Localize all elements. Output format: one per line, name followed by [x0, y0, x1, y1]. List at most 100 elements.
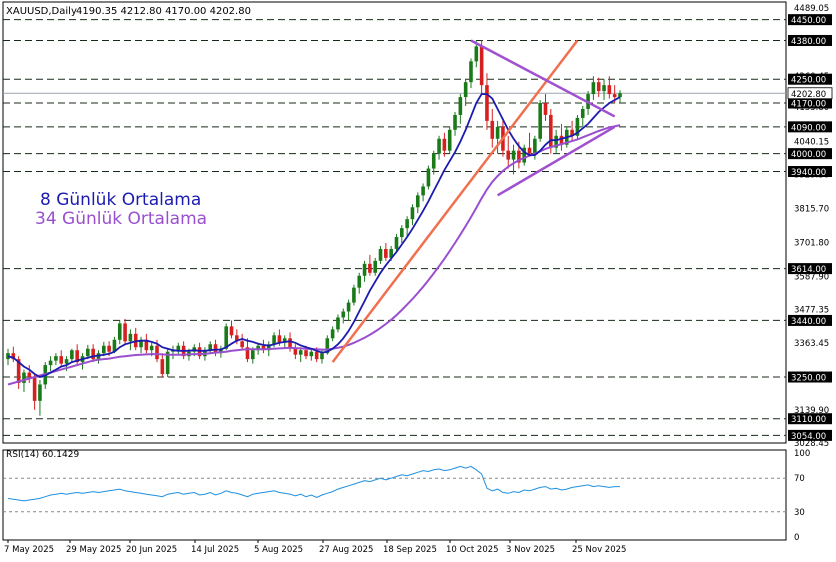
candle-body: [533, 138, 537, 154]
level-price-label: 3110.00: [791, 415, 826, 425]
level-price-tag: [788, 314, 832, 326]
trendline: [496, 125, 616, 197]
rsi-y-tick-label: 0: [794, 533, 799, 543]
rsi-line: [7, 465, 620, 502]
level-lines: [3, 19, 786, 436]
candle-body: [107, 345, 111, 352]
candle-body: [245, 347, 250, 360]
candle-body: [123, 323, 127, 342]
level-price-tag: [788, 121, 832, 133]
candle-body: [149, 345, 154, 351]
series-layer: [6, 40, 622, 416]
candle-body: [373, 260, 377, 273]
candle-body: [447, 129, 452, 151]
x-tick-label: 10 Oct 2025: [446, 545, 499, 555]
candle-body: [176, 345, 181, 351]
candle-body: [288, 338, 292, 349]
candle-body: [394, 237, 399, 249]
level-price-label: 3440.00: [791, 317, 826, 327]
x-tick-label: 27 Aug 2025: [319, 545, 373, 555]
x-tick-label: 5 Aug 2025: [254, 545, 303, 555]
candle-body: [304, 350, 308, 357]
candle-body: [293, 348, 298, 355]
candle-body: [235, 335, 239, 342]
level-price-label: 4170.00: [791, 100, 826, 110]
ma8-line: [7, 93, 621, 378]
candle-body: [320, 353, 324, 360]
rsi-panel: 100 70 30 0: [2, 449, 810, 543]
candle-body: [437, 138, 441, 154]
level-price-tag: [788, 97, 832, 109]
candle-body: [490, 120, 495, 139]
x-tick-label: 18 Sep 2025: [383, 545, 437, 555]
candle-body: [219, 348, 223, 354]
candle-body: [485, 85, 489, 121]
candle-body: [38, 384, 42, 401]
candle-body: [101, 345, 106, 354]
candle-body: [618, 93, 622, 98]
candle-body: [266, 344, 271, 351]
level-price-tag: [788, 14, 832, 26]
rsi-y-tick-label: 30: [794, 508, 805, 518]
candle-body: [208, 344, 213, 351]
candle-body: [612, 94, 617, 98]
candle-body: [591, 82, 596, 95]
candle-body: [75, 350, 79, 363]
candle-body: [431, 153, 436, 169]
candle-body: [495, 126, 500, 139]
candle-body: [400, 228, 404, 238]
candle-body: [91, 348, 95, 360]
candle-body: [155, 345, 159, 360]
candle-body: [139, 339, 143, 348]
candle-body: [27, 372, 32, 378]
candle-body: [314, 351, 319, 360]
level-price-label: 3940.00: [791, 168, 826, 178]
candle-body: [453, 114, 457, 130]
candle-body: [410, 207, 415, 220]
main-plot-frame: [2, 1, 787, 444]
trendlines-layer: [331, 39, 616, 363]
level-price-label: 4380.00: [791, 37, 826, 47]
candle-body: [144, 339, 149, 351]
level-price-label: 4000.00: [791, 150, 826, 160]
level-price-tag: [788, 263, 832, 275]
level-price-tag: [788, 371, 832, 383]
candle-body: [128, 333, 133, 342]
candle-body: [346, 302, 351, 312]
trendline: [331, 39, 579, 363]
candle-body: [309, 351, 314, 357]
x-tick-label: 29 May 2025: [66, 545, 121, 555]
candle-body: [32, 377, 37, 401]
candle-body: [336, 317, 340, 330]
x-tick-label: 25 Nov 2025: [572, 545, 626, 555]
rsi-frame: [2, 449, 787, 541]
candle-body: [64, 359, 69, 364]
candle-body: [240, 341, 244, 348]
candle-body: [22, 372, 26, 383]
ma34-line: [7, 124, 621, 386]
candle-body: [384, 248, 388, 258]
rsi-title: RSI(14) 60.1429: [6, 450, 79, 460]
candle-body: [549, 114, 553, 148]
level-price-label: 3250.00: [791, 374, 826, 384]
candle-body: [474, 46, 479, 62]
current-price-label: 4202.80: [791, 90, 826, 100]
candle-body: [368, 263, 372, 273]
x-tick-label: 14 Jul 2025: [191, 545, 239, 555]
y-tick-label: 3363.45: [794, 339, 829, 349]
candle-body: [607, 85, 612, 95]
candle-body: [197, 347, 202, 357]
candle-body: [442, 138, 447, 151]
ohlc-readout: 4190.35 4212.80 4170.00 4202.80: [76, 6, 251, 17]
candle-body: [277, 335, 282, 343]
candle-body: [479, 46, 484, 86]
candle-body: [554, 135, 558, 148]
candle-body: [362, 263, 367, 276]
rsi-y-tick-label: 100: [794, 449, 810, 459]
candle-body: [580, 108, 585, 118]
x-tick-label: 3 Nov 2025: [506, 545, 555, 555]
y-tick-label: 3139.90: [794, 406, 829, 416]
candle-body: [570, 129, 574, 136]
